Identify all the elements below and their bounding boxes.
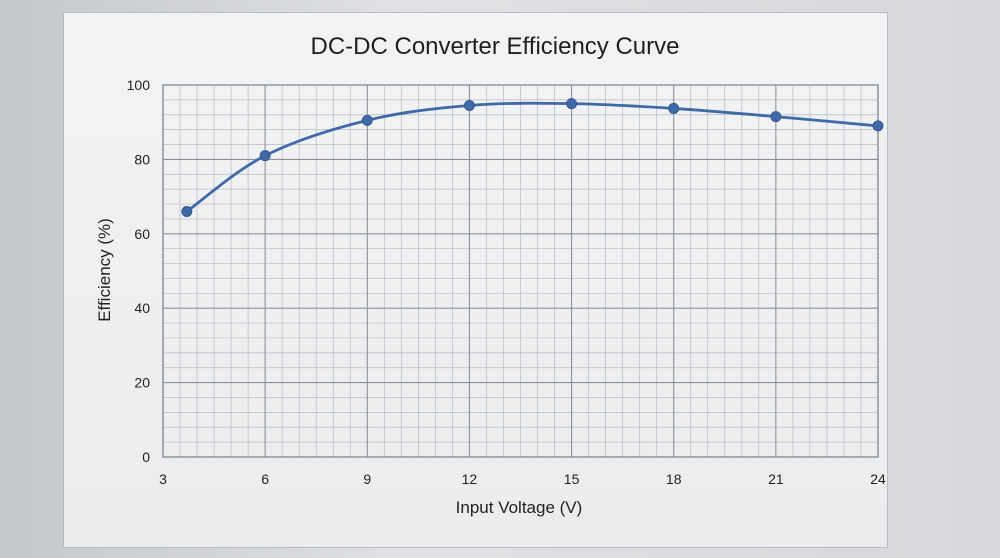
- y-tick-label: 100: [127, 77, 151, 93]
- x-axis-label: Input Voltage (V): [456, 498, 583, 517]
- paper-sheet: [63, 12, 888, 548]
- x-axis-tick-labels: 3 6 9 12 15 18 21 24: [159, 471, 886, 487]
- y-axis-tick-labels: 0 20 40 60 80 100: [127, 77, 151, 465]
- y-axis-label: Efficiency (%): [95, 218, 114, 322]
- x-tick-label: 12: [462, 471, 478, 487]
- data-point-marker: [361, 114, 373, 126]
- x-tick-label: 24: [870, 471, 886, 487]
- chart-title: DC-DC Converter Efficiency Curve: [311, 33, 680, 60]
- data-point-marker: [770, 111, 782, 123]
- x-tick-label: 21: [768, 471, 784, 487]
- x-tick-label: 18: [666, 471, 682, 487]
- y-tick-label: 20: [134, 375, 150, 391]
- x-tick-label: 9: [363, 471, 371, 487]
- y-tick-label: 0: [142, 449, 150, 465]
- minor-gridlines: [163, 85, 878, 457]
- data-point-marker: [668, 102, 680, 114]
- y-tick-label: 80: [134, 151, 150, 167]
- x-tick-label: 3: [159, 471, 167, 487]
- y-tick-label: 60: [134, 226, 150, 242]
- data-point-marker: [872, 120, 884, 132]
- x-tick-label: 6: [261, 471, 269, 487]
- y-tick-label: 40: [134, 300, 150, 316]
- data-point-marker: [566, 98, 578, 110]
- data-point-marker: [181, 205, 193, 217]
- series-layer: [181, 98, 884, 217]
- data-point-marker: [259, 150, 271, 162]
- data-point-marker: [463, 99, 475, 111]
- x-tick-label: 15: [564, 471, 580, 487]
- efficiency-series-line: [185, 101, 880, 213]
- plot-area-border: [162, 84, 879, 458]
